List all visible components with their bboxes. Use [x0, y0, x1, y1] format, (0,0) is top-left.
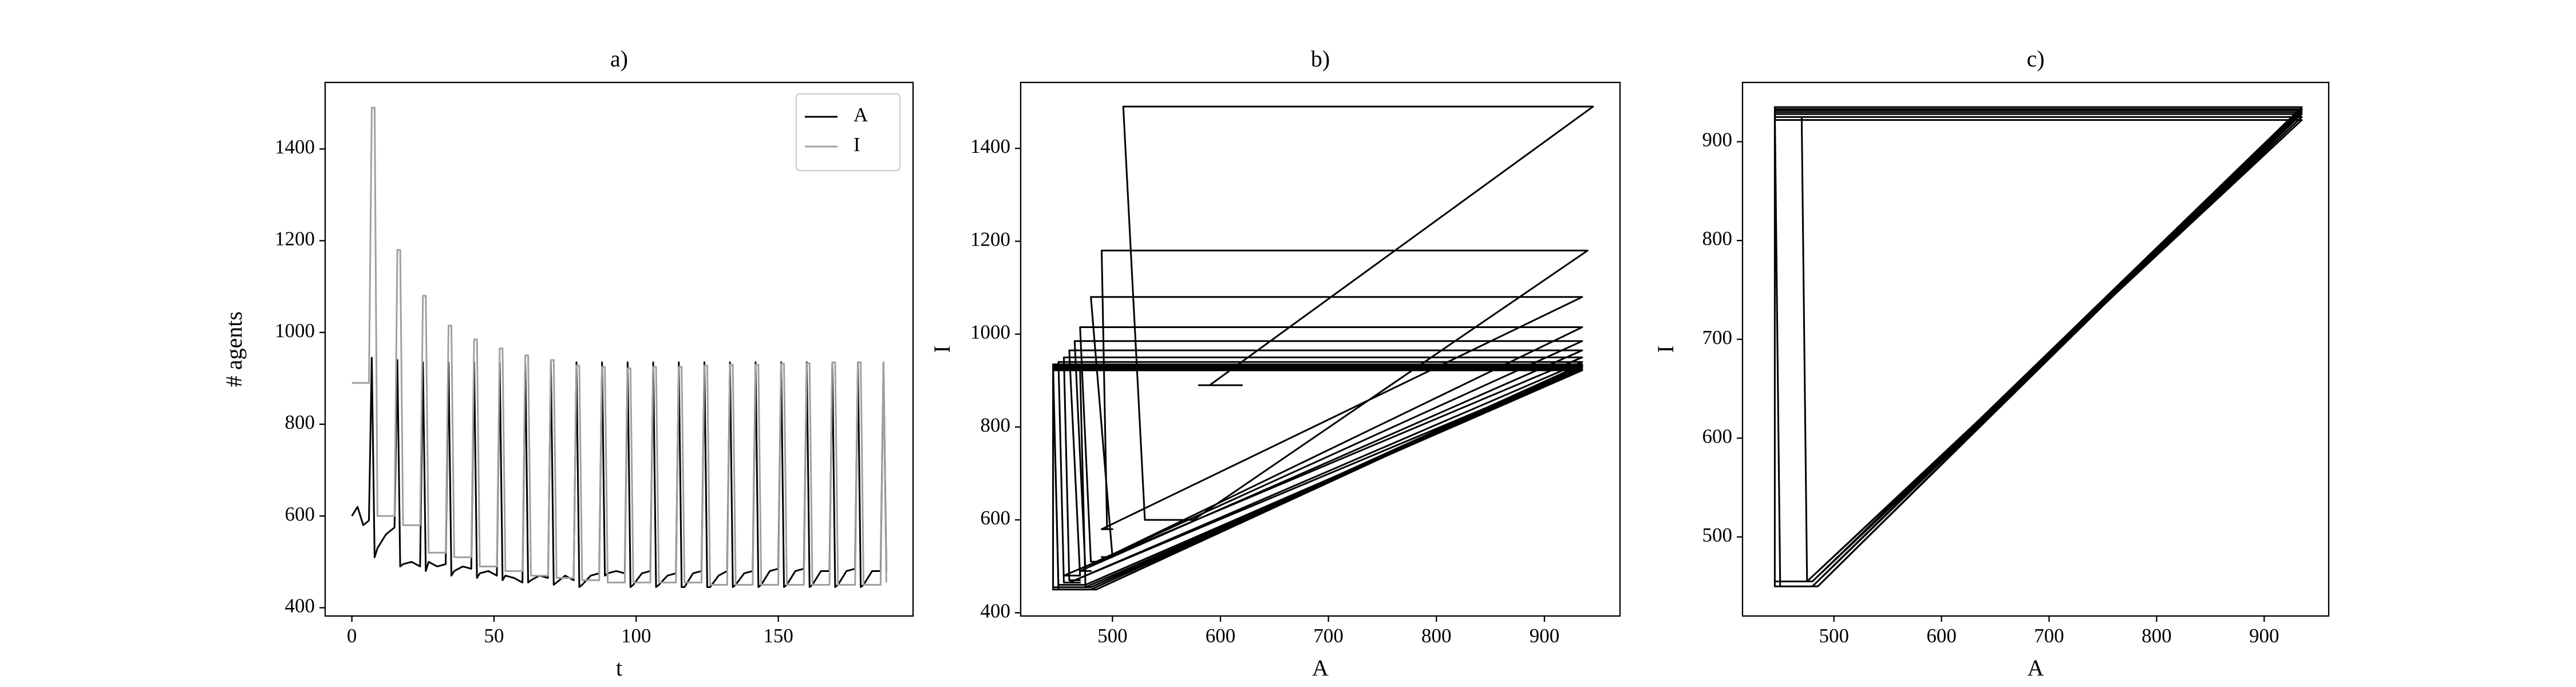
axis-label: t	[616, 655, 622, 681]
x-tick-label: 800	[1421, 625, 1452, 647]
axis-label: I	[929, 345, 955, 353]
axes-frame	[324, 81, 914, 617]
y-tick-label: 1200	[275, 228, 315, 250]
x-tick-label: 50	[484, 625, 504, 647]
axis-label: I	[1653, 345, 1678, 353]
legend-label: A	[854, 104, 868, 126]
y-tick-label: 600	[981, 507, 1011, 529]
x-tick-label: 100	[621, 625, 651, 647]
axis-label: A	[2028, 655, 2044, 681]
y-tick-label: 600	[1702, 425, 1733, 447]
legend-label: I	[854, 133, 860, 156]
x-tick-label: 900	[2249, 625, 2279, 647]
y-tick-label: 1000	[970, 321, 1010, 344]
axis-label: A	[1312, 655, 1329, 681]
y-tick-label: 1000	[275, 319, 315, 342]
series-line	[1052, 105, 1594, 591]
legend-box	[795, 93, 901, 172]
y-tick-label: 800	[981, 414, 1011, 436]
y-tick-label: 900	[1702, 129, 1733, 151]
y-tick-label: 400	[285, 595, 315, 617]
y-tick-label: 1200	[970, 228, 1010, 250]
y-tick-label: 1400	[970, 135, 1010, 157]
y-tick-label: 700	[1702, 326, 1733, 349]
x-tick-label: 800	[2142, 625, 2172, 647]
x-tick-label: 700	[1313, 625, 1344, 647]
x-tick-label: 0	[347, 625, 357, 647]
y-tick-label: 500	[1702, 524, 1733, 546]
title: b)	[1311, 46, 1330, 72]
series-line	[1773, 106, 2303, 587]
y-tick-label: 400	[981, 599, 1011, 622]
x-tick-label: 700	[2034, 625, 2064, 647]
y-tick-label: 800	[285, 411, 315, 433]
y-tick-label: 600	[285, 503, 315, 525]
title: a)	[610, 46, 628, 72]
title: c)	[2026, 46, 2044, 72]
axes-frame	[1741, 81, 2330, 617]
series-line	[351, 357, 887, 589]
x-tick-label: 900	[1530, 625, 1560, 647]
x-tick-label: 500	[1097, 625, 1128, 647]
series-line	[351, 106, 887, 586]
x-tick-label: 500	[1819, 625, 1849, 647]
axes-frame	[1020, 81, 1621, 617]
y-tick-label: 800	[1702, 227, 1733, 250]
x-tick-label: 150	[763, 625, 793, 647]
x-tick-label: 600	[1926, 625, 1957, 647]
axis-label: # agents	[221, 311, 247, 387]
y-tick-label: 1400	[275, 136, 315, 158]
x-tick-label: 600	[1206, 625, 1236, 647]
